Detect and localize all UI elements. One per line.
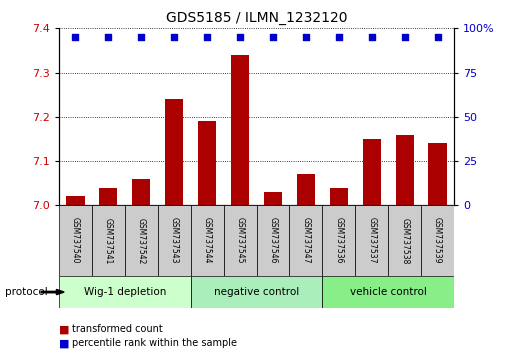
Text: ■: ■	[59, 338, 69, 348]
Bar	[59, 205, 92, 276]
Text: GSM737546: GSM737546	[268, 217, 278, 264]
Bar	[355, 205, 388, 276]
Bar	[297, 175, 315, 205]
Bar	[330, 188, 348, 205]
Bar	[198, 121, 216, 205]
Text: Wig-1 depletion: Wig-1 depletion	[84, 287, 166, 297]
Bar	[231, 55, 249, 205]
Bar	[66, 196, 85, 205]
Bar	[289, 205, 322, 276]
Text: ■: ■	[59, 324, 69, 334]
Bar	[224, 205, 256, 276]
Bar	[191, 276, 322, 308]
Text: vehicle control: vehicle control	[350, 287, 427, 297]
Point	[401, 34, 409, 40]
Bar	[132, 179, 150, 205]
Bar	[92, 205, 125, 276]
Point	[170, 34, 179, 40]
Bar	[165, 99, 183, 205]
Text: GSM737545: GSM737545	[235, 217, 245, 264]
Bar	[322, 276, 454, 308]
Text: GSM737544: GSM737544	[203, 217, 212, 264]
Text: GSM737543: GSM737543	[170, 217, 179, 264]
Bar	[125, 205, 158, 276]
Text: GSM737541: GSM737541	[104, 217, 113, 264]
Point	[368, 34, 376, 40]
Text: negative control: negative control	[214, 287, 299, 297]
Text: GSM737536: GSM737536	[334, 217, 343, 264]
Text: protocol: protocol	[5, 287, 48, 297]
Point	[269, 34, 277, 40]
Text: transformed count: transformed count	[72, 324, 163, 334]
Text: GSM737538: GSM737538	[400, 217, 409, 264]
Text: GSM737540: GSM737540	[71, 217, 80, 264]
Bar	[158, 205, 191, 276]
Bar	[256, 205, 289, 276]
Bar	[191, 205, 224, 276]
Text: percentile rank within the sample: percentile rank within the sample	[72, 338, 237, 348]
Point	[302, 34, 310, 40]
Bar	[396, 135, 413, 205]
Point	[334, 34, 343, 40]
Bar	[421, 205, 454, 276]
Text: GSM737539: GSM737539	[433, 217, 442, 264]
Bar	[100, 188, 117, 205]
Bar	[388, 205, 421, 276]
Point	[203, 34, 211, 40]
Bar	[322, 205, 355, 276]
Point	[71, 34, 80, 40]
Title: GDS5185 / ILMN_1232120: GDS5185 / ILMN_1232120	[166, 11, 347, 24]
Bar	[363, 139, 381, 205]
Bar	[59, 276, 191, 308]
Point	[137, 34, 145, 40]
Point	[236, 34, 244, 40]
Text: GSM737547: GSM737547	[301, 217, 310, 264]
Point	[433, 34, 442, 40]
Bar	[428, 143, 447, 205]
Text: GSM737542: GSM737542	[137, 217, 146, 264]
Text: GSM737537: GSM737537	[367, 217, 376, 264]
Point	[104, 34, 112, 40]
Bar	[264, 192, 282, 205]
